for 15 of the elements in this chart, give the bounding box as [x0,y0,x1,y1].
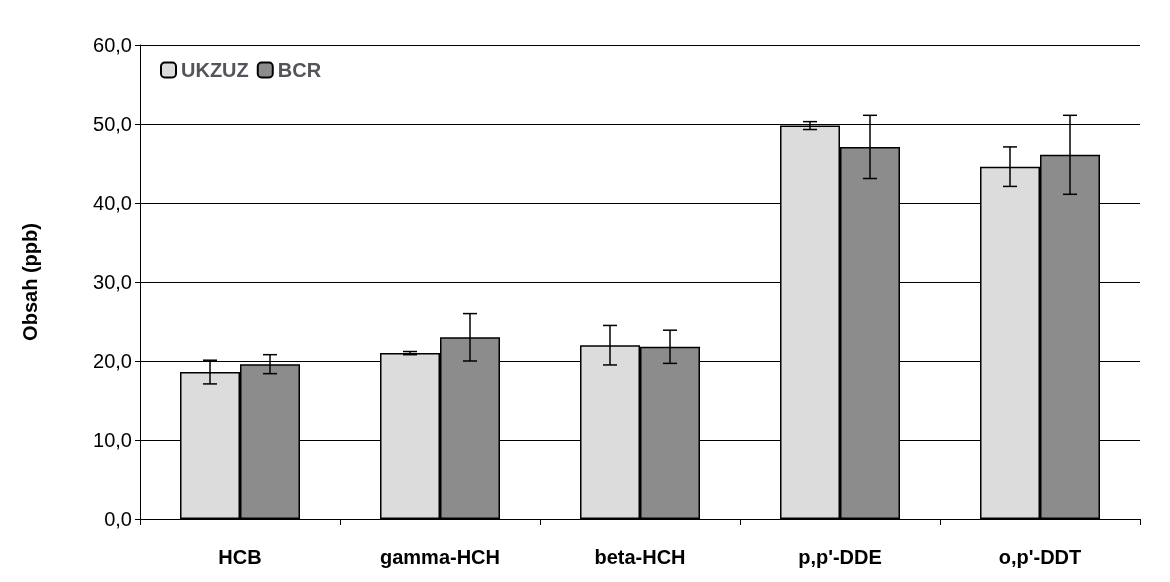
y-tick-label: 0,0 [104,508,132,530]
y-tick-label: 60,0 [93,34,132,56]
y-tick-label: 20,0 [93,350,132,372]
x-tick-label: beta-HCH [594,546,686,568]
y-tick-label: 10,0 [93,429,132,451]
y-tick-label: 50,0 [93,113,132,135]
y-tick-label: 30,0 [93,271,132,293]
legend-label: UKZUZ [181,59,249,81]
x-tick-label: p,p'-DDE [798,546,882,568]
x-tick-label: o,p'-DDT [998,546,1082,568]
y-axis-title: Obsah (ppb) [19,223,41,341]
x-tick-label: HCB [218,546,262,568]
legend-label: BCR [277,59,322,81]
y-tick-label: 40,0 [93,192,132,214]
x-tick-label: gamma-HCH [379,546,501,568]
